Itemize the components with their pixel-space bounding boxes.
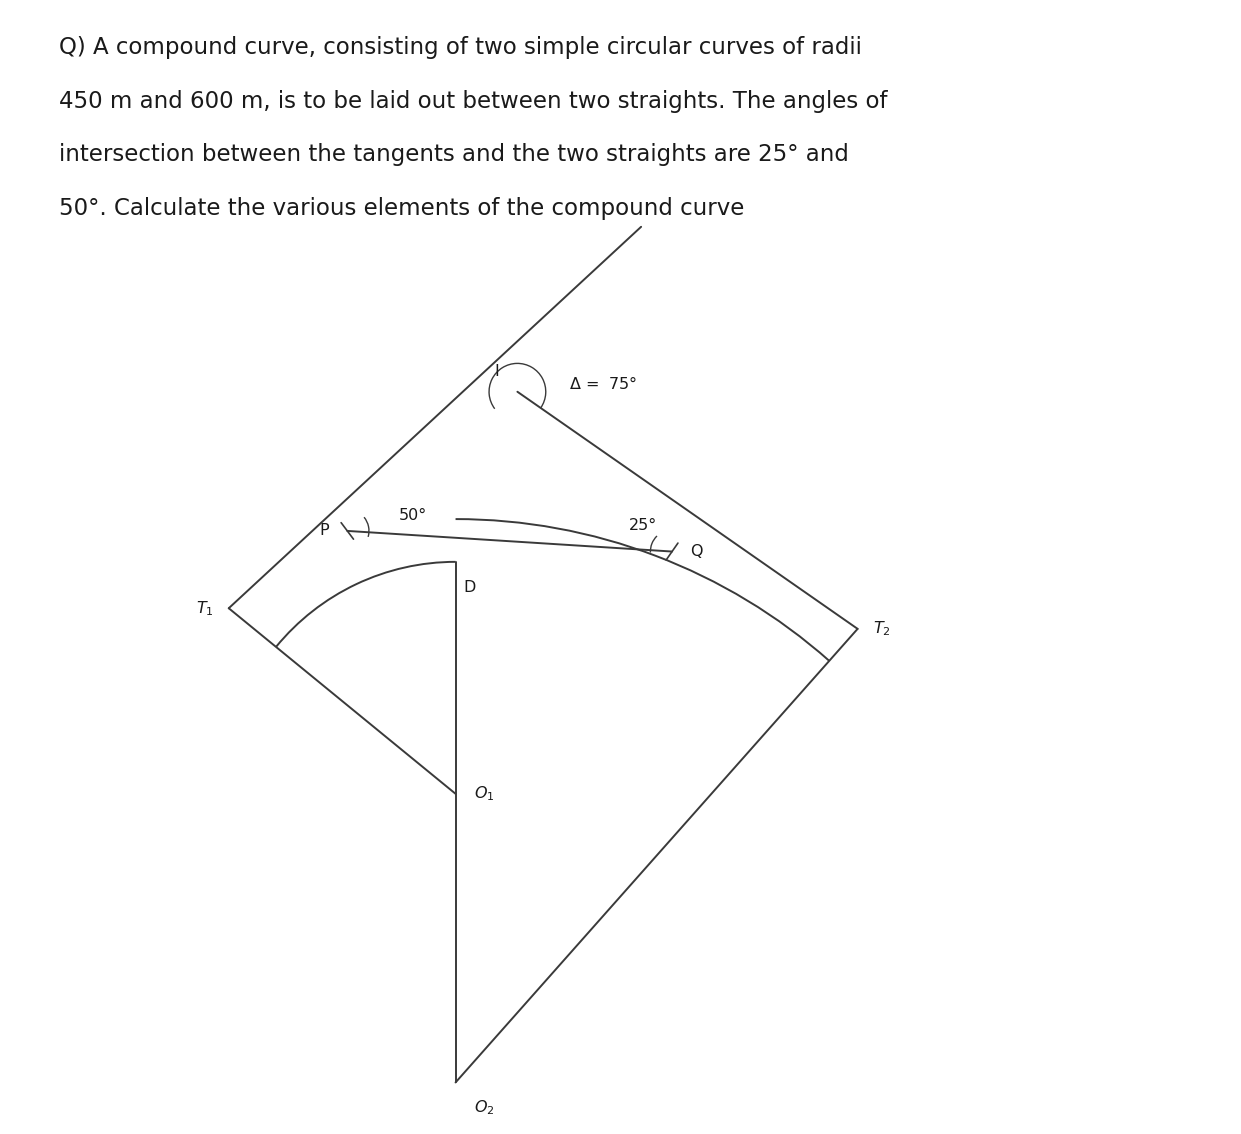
Text: $O_2$: $O_2$ <box>474 1098 495 1117</box>
Text: Q: Q <box>690 544 704 559</box>
Text: $T_2$: $T_2$ <box>874 619 891 638</box>
Text: I: I <box>494 364 499 380</box>
Text: $O_1$: $O_1$ <box>474 785 495 803</box>
Text: intersection between the tangents and the two straights are 25° and: intersection between the tangents and th… <box>58 143 849 167</box>
Text: Q) A compound curve, consisting of two simple circular curves of radii: Q) A compound curve, consisting of two s… <box>58 36 861 59</box>
Text: 25°: 25° <box>629 518 656 533</box>
Text: 50°: 50° <box>398 508 427 523</box>
Text: P: P <box>319 524 329 539</box>
Text: $\Delta$ =  75°: $\Delta$ = 75° <box>568 375 638 392</box>
Text: 50°. Calculate the various elements of the compound curve: 50°. Calculate the various elements of t… <box>58 197 745 220</box>
Text: $T_1$: $T_1$ <box>196 599 213 618</box>
Text: 450 m and 600 m, is to be laid out between two straights. The angles of: 450 m and 600 m, is to be laid out betwe… <box>58 90 887 112</box>
Text: D: D <box>464 581 477 595</box>
